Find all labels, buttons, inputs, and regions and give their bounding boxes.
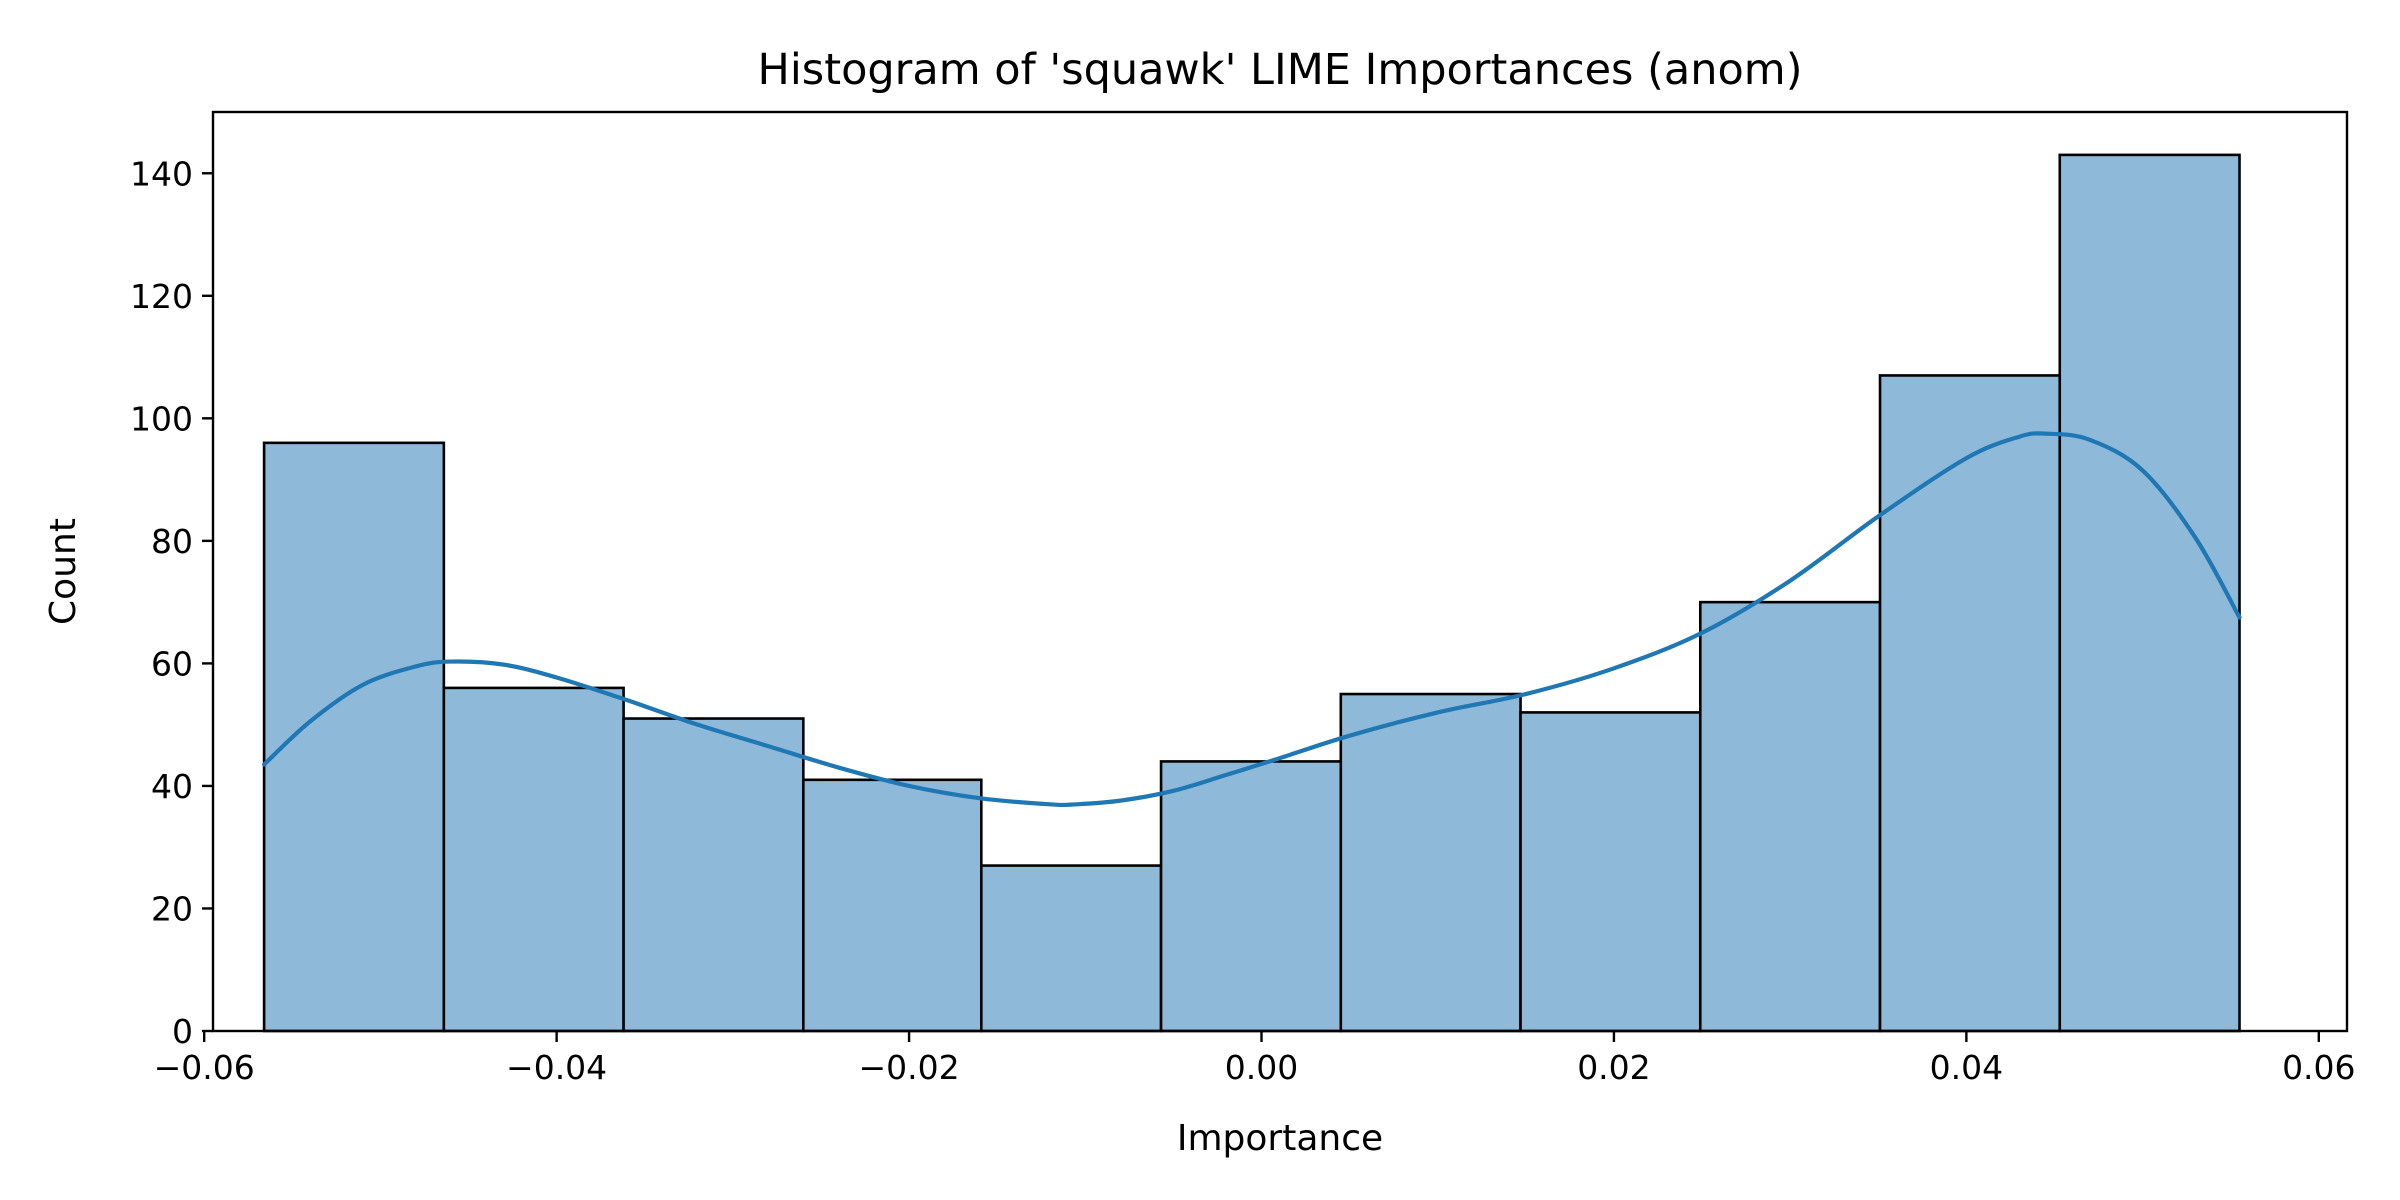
x-tick-label: −0.04 [506, 1048, 607, 1087]
histogram-bar [1339, 692, 1522, 1033]
y-tick-label: 60 [151, 644, 193, 683]
bars-layer [262, 153, 2241, 1033]
x-tick-label: 0.00 [1225, 1048, 1298, 1087]
x-tick-label: 0.06 [2282, 1048, 2355, 1087]
histogram-bar [980, 864, 1163, 1033]
x-axis-label: Importance [1177, 1118, 1383, 1159]
y-tick-label: 140 [130, 154, 193, 193]
ticks-layer: −0.06 −0.04 −0.02 0.00 0.02 0.04 0.06 0 20 40 60 80… [130, 154, 2356, 1087]
chart-title: Histogram of 'squawk' LIME Importances (… [758, 45, 1803, 95]
histogram-bar [802, 778, 983, 1033]
y-tick-label: 20 [151, 889, 193, 928]
x-tick-label: 0.02 [1577, 1048, 1650, 1087]
x-tick-label: 0.04 [1930, 1048, 2003, 1087]
y-tick-label: 100 [130, 399, 193, 438]
histogram-bar [1159, 760, 1343, 1033]
histogram-bar [622, 717, 805, 1033]
histogram-bar [1878, 374, 2062, 1033]
y-tick-label: 40 [151, 767, 193, 806]
histogram-bar [1519, 711, 1702, 1033]
y-tick-label: 80 [151, 522, 193, 561]
y-tick-label: 0 [172, 1012, 193, 1051]
y-axis-label: Count [43, 518, 84, 625]
x-tick-label: −0.02 [858, 1048, 959, 1087]
y-tick-label: 120 [130, 277, 193, 316]
x-tick-label: −0.06 [154, 1048, 255, 1087]
axes-frame [211, 110, 2349, 1033]
histogram-bar [442, 686, 625, 1033]
kde-layer [262, 431, 2242, 808]
histogram-bar [2058, 153, 2241, 1033]
kde-curve [262, 431, 2242, 808]
histogram-bar [1698, 600, 1882, 1033]
